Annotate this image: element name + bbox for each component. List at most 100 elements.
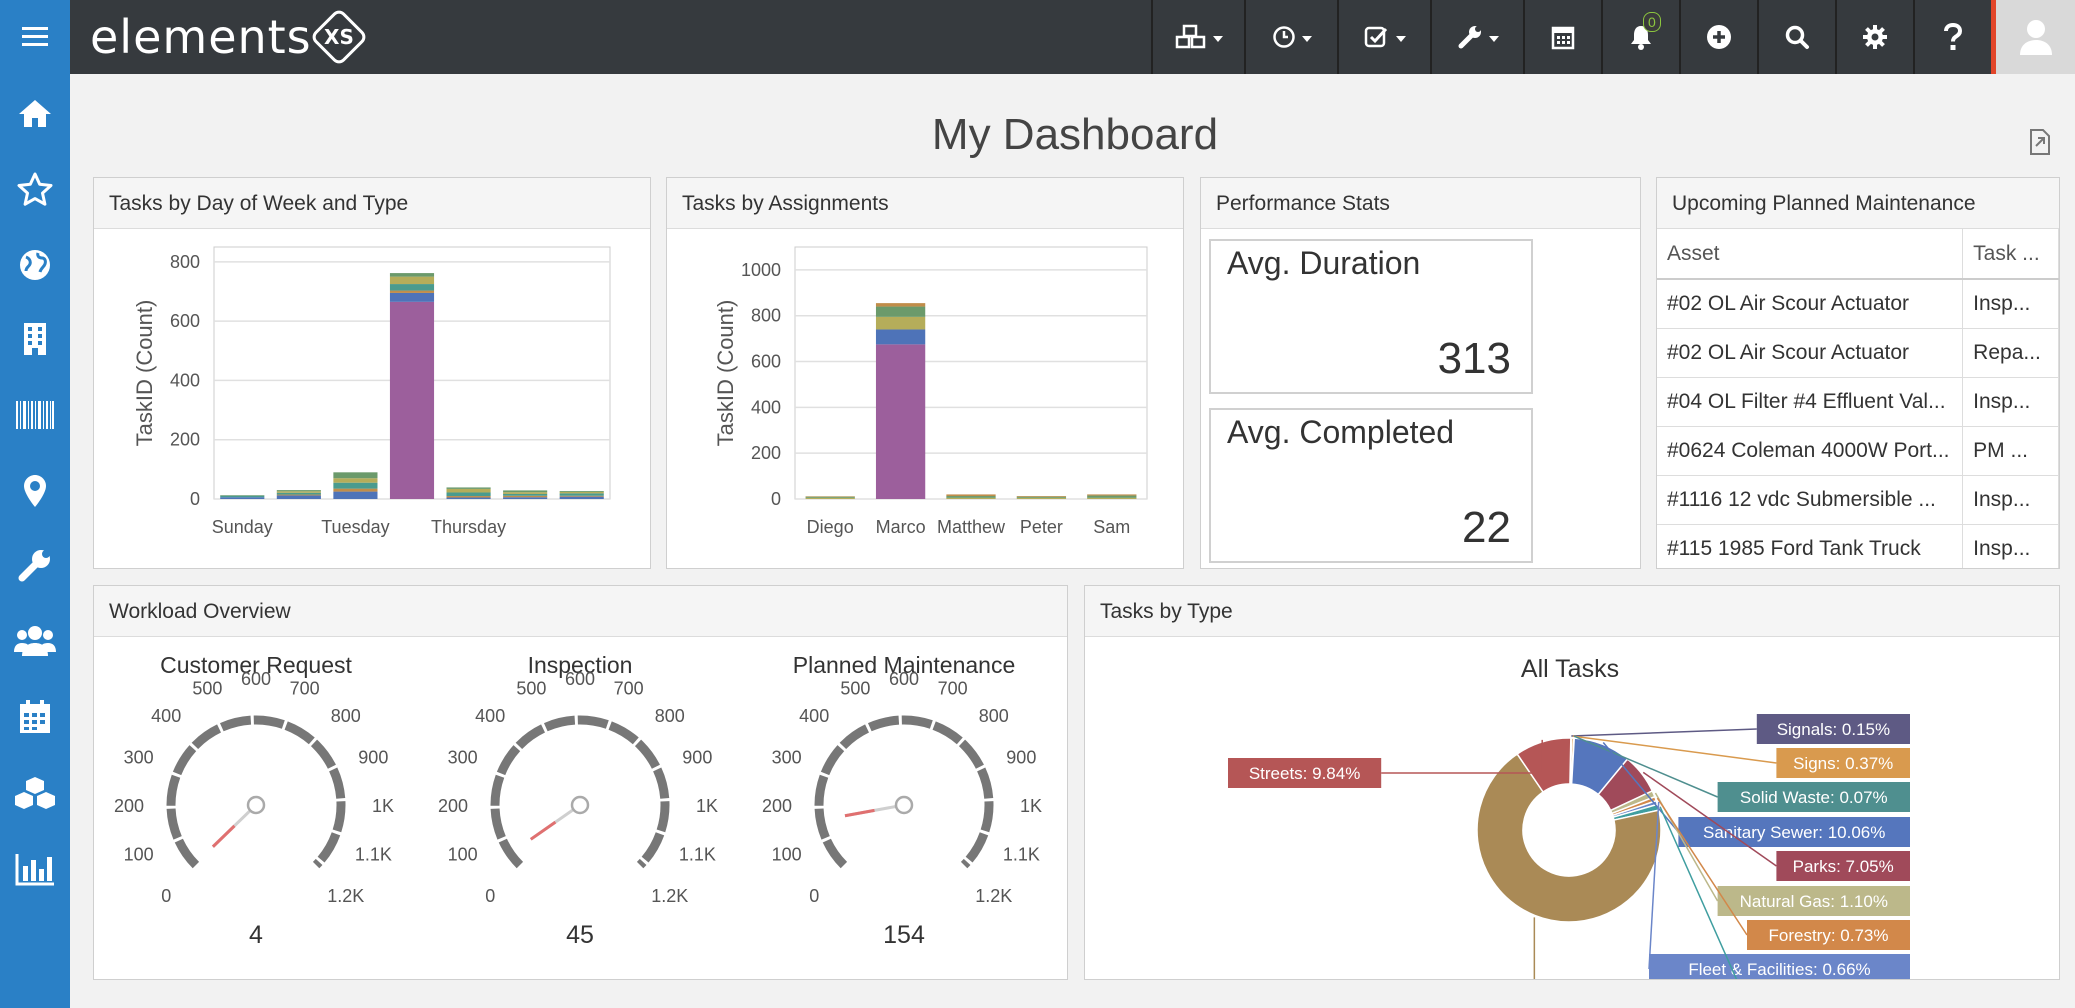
pie-label: Forestry: 0.73% xyxy=(1769,926,1889,945)
bar-segment xyxy=(333,491,378,499)
bar-segment xyxy=(503,492,548,494)
app-logo[interactable]: elements XS xyxy=(90,7,369,67)
gauge-hub xyxy=(246,795,266,815)
bar-segment xyxy=(389,292,435,302)
nav-calendar-button[interactable] xyxy=(1523,0,1601,74)
gauge-tick-label: 700 xyxy=(614,679,644,699)
nav-tasks-dropdown[interactable] xyxy=(1337,0,1430,74)
table-row[interactable]: #04 OL Filter #4 Effluent Val... Insp... xyxy=(1657,377,2059,427)
nav-assets-dropdown[interactable] xyxy=(1151,0,1244,74)
bar-segment xyxy=(805,497,855,499)
gauge-tick-label: 100 xyxy=(124,845,154,865)
panel-performance-stats: Performance Stats Avg. Duration 313 Avg.… xyxy=(1200,177,1641,569)
nav-settings-button[interactable] xyxy=(1835,0,1913,74)
x-tick-label: Tuesday xyxy=(321,517,389,537)
star-icon xyxy=(17,172,53,206)
nav-history-dropdown[interactable] xyxy=(1244,0,1337,74)
nav-tools-dropdown[interactable] xyxy=(1430,0,1523,74)
plot-area xyxy=(794,246,1148,500)
gauge-tick-label: 100 xyxy=(448,845,478,865)
cell-task: Insp... xyxy=(1962,279,2059,329)
table-row[interactable]: #02 OL Air Scour Actuator Insp... xyxy=(1657,279,2059,329)
cell-task: Insp... xyxy=(1962,377,2059,427)
pie-leader-line xyxy=(1572,735,1777,764)
table-row[interactable]: #02 OL Air Scour Actuator Repa... xyxy=(1657,328,2059,378)
sidebar-item-favorites[interactable] xyxy=(0,164,70,214)
logo-badge: XS xyxy=(308,7,369,67)
sidebar-item-calendar[interactable] xyxy=(0,692,70,742)
gauge-tick-label: 400 xyxy=(475,706,505,726)
y-tick-label: 400 xyxy=(170,370,200,390)
chart-title: All Tasks xyxy=(1521,655,1619,683)
y-axis-label: TaskID (Count) xyxy=(713,300,738,447)
tasks-by-type-chart: All TasksWater: 68.94%Streets: 9.84%Sign… xyxy=(1228,655,1910,1008)
gauge-tick-label: 1.1K xyxy=(355,845,392,865)
sidebar-item-inventory[interactable] xyxy=(0,390,70,440)
user-menu-button[interactable] xyxy=(1991,0,2075,74)
gauge-value: 45 xyxy=(566,921,594,949)
bar-segment xyxy=(389,290,435,293)
pie-label-box xyxy=(1717,782,1910,812)
bar-segment xyxy=(1087,495,1137,498)
gauge-tick-label: 300 xyxy=(448,747,478,767)
nav-help-button[interactable] xyxy=(1913,0,1991,74)
gauge-title: Planned Maintenance xyxy=(793,652,1016,678)
y-tick-label: 600 xyxy=(170,311,200,331)
sidebar-item-buildings[interactable] xyxy=(0,314,70,364)
pie-label-box xyxy=(1717,886,1910,916)
sidebar-item-locations[interactable] xyxy=(0,466,70,516)
sidebar-item-assets[interactable] xyxy=(0,768,70,818)
bar-segment xyxy=(276,491,321,493)
gauge-tick-label: 800 xyxy=(979,706,1009,726)
gauge-dial xyxy=(814,715,994,869)
bar-segment xyxy=(276,494,321,496)
cell-asset: #115 1985 Ford Tank Truck xyxy=(1657,524,1964,568)
bar-segment xyxy=(220,495,265,496)
sidebar-item-map[interactable] xyxy=(0,240,70,290)
bar-segment xyxy=(276,495,321,499)
cell-asset: #02 OL Air Scour Actuator xyxy=(1657,279,1964,329)
nav-search-button[interactable] xyxy=(1757,0,1835,74)
sidebar-item-work[interactable] xyxy=(0,540,70,590)
notification-count-badge: 0 xyxy=(1643,12,1661,32)
gauge-tick-label: 400 xyxy=(799,706,829,726)
column-header-task[interactable]: Task ... xyxy=(1962,229,2059,280)
gauge-tick-label: 0 xyxy=(485,886,495,906)
table-row[interactable]: #0624 Coleman 4000W Port... PM ... xyxy=(1657,426,2059,476)
table-row[interactable]: #115 1985 Ford Tank Truck Insp... xyxy=(1657,524,2059,568)
bar-segment xyxy=(875,316,926,330)
y-axis-label: TaskID (Count) xyxy=(132,300,157,447)
y-tick-label: 200 xyxy=(170,430,200,450)
gauge-dial xyxy=(490,715,670,869)
barcode-icon xyxy=(16,401,54,429)
pie-leader-line xyxy=(1648,801,1660,970)
stat-avg-duration: Avg. Duration 313 xyxy=(1209,239,1533,394)
x-tick-label: Sam xyxy=(1093,517,1130,537)
menu-toggle-button[interactable] xyxy=(0,0,70,74)
sidebar-item-reports[interactable] xyxy=(0,844,70,894)
y-tick-label: 0 xyxy=(771,489,781,509)
gauge-tick-label: 1K xyxy=(1020,796,1042,816)
search-icon xyxy=(1785,25,1809,49)
bar-segment xyxy=(875,329,926,345)
gauge-tick-label: 1.1K xyxy=(679,845,716,865)
export-dashboard-button[interactable] xyxy=(2027,128,2053,161)
gauge-needle-tip xyxy=(211,824,236,848)
x-tick-label: Thursday xyxy=(431,517,506,537)
nav-notifications-button[interactable]: 0 xyxy=(1601,0,1679,74)
table-row[interactable]: #1116 12 vdc Submersible ... Insp... xyxy=(1657,475,2059,525)
sidebar-item-users[interactable] xyxy=(0,616,70,666)
y-tick-label: 400 xyxy=(751,397,781,417)
column-header-asset[interactable]: Asset xyxy=(1657,229,1964,280)
cell-task: Insp... xyxy=(1962,524,2059,568)
pie-label: Parks: 7.05% xyxy=(1793,857,1894,876)
stat-value: 22 xyxy=(1462,503,1511,552)
panel-tasks-by-type: Tasks by Type All TasksWater: 68.94%Stre… xyxy=(1084,585,2060,1008)
bar-segment xyxy=(389,273,435,277)
y-tick-label: 600 xyxy=(751,352,781,372)
bar-segment xyxy=(875,303,926,307)
nav-add-button[interactable] xyxy=(1679,0,1757,74)
bar-segment xyxy=(503,493,548,496)
sidebar-item-home[interactable] xyxy=(0,88,70,138)
